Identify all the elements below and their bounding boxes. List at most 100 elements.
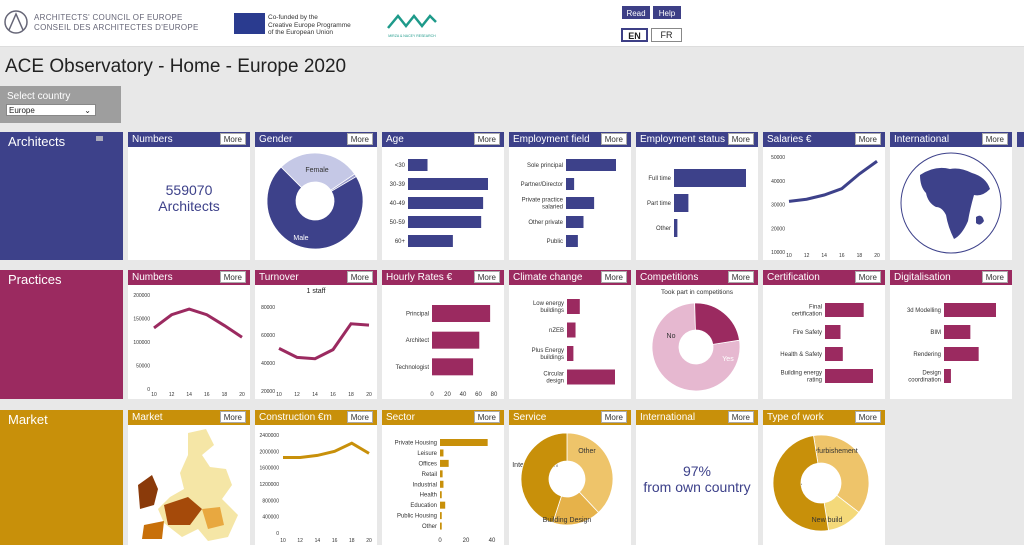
card-body: 50000 40000 30000 20000 10000 10 12 14 16 18 20 bbox=[763, 147, 885, 260]
card-header: Numbers More bbox=[128, 132, 250, 147]
x-tick: 18 bbox=[857, 253, 863, 259]
card-title: Climate change bbox=[513, 272, 583, 283]
bar bbox=[567, 299, 580, 314]
card-body: 3d Modelling BIM Rendering Design coordinati… bbox=[890, 285, 1012, 399]
series-line bbox=[278, 322, 370, 361]
y-tick: 50000 bbox=[136, 364, 150, 370]
more-button[interactable]: More bbox=[473, 411, 500, 423]
card-competitions: Competitions More No Yes Took part in compet… bbox=[636, 270, 758, 399]
card-header: Digitalisation More bbox=[890, 270, 1012, 285]
table-icon[interactable] bbox=[96, 136, 103, 141]
slice-label: New build bbox=[812, 517, 843, 524]
bar-label: Industrial bbox=[413, 482, 437, 488]
more-button[interactable]: More bbox=[346, 133, 373, 145]
chart-svg: 50000 40000 30000 20000 10000 10 12 14 16 18 20 bbox=[771, 155, 880, 259]
card-turnover: Turnover More 1 staff 80000 60000 40000 20000 1… bbox=[255, 270, 377, 399]
y-tick: 200000 bbox=[133, 293, 150, 299]
map-central-icon bbox=[164, 497, 202, 525]
card-header-overflow bbox=[1017, 132, 1024, 147]
more-button[interactable]: More bbox=[727, 271, 754, 283]
bar bbox=[674, 219, 678, 237]
card-title: Type of work bbox=[767, 412, 824, 423]
card-header: Hourly Rates € More bbox=[382, 270, 504, 285]
bar-label: Offices bbox=[418, 461, 437, 467]
bar bbox=[944, 347, 979, 361]
card-employment-field: Employment field More Sole principal Partne… bbox=[509, 132, 631, 260]
bar-label: Final bbox=[809, 305, 822, 311]
card-header: Age More bbox=[382, 132, 504, 147]
card-market: Market More bbox=[128, 410, 250, 545]
bar-label: buildings bbox=[540, 308, 564, 314]
bar-label: 40-49 bbox=[390, 201, 406, 207]
bar bbox=[408, 216, 482, 228]
lang-en-button[interactable]: EN bbox=[621, 28, 648, 42]
bar bbox=[674, 194, 689, 212]
x-tick: 12 bbox=[804, 253, 810, 259]
card-age: Age More <30 30-39 40-49 50-59 60+ bbox=[382, 132, 504, 260]
card-body bbox=[128, 425, 250, 545]
y-tick: 50000 bbox=[771, 155, 785, 161]
more-button[interactable]: More bbox=[219, 411, 246, 423]
card-title: Market bbox=[132, 412, 163, 423]
y-tick: 40000 bbox=[771, 179, 785, 185]
x-tick: 14 bbox=[186, 392, 192, 398]
more-button[interactable]: More bbox=[473, 271, 500, 283]
help-button[interactable]: Help bbox=[652, 5, 682, 20]
chart-svg: OtherInterior DesignBuilding Design bbox=[512, 432, 614, 526]
y-tick: 800000 bbox=[262, 498, 279, 504]
bar-label: Plus Energy bbox=[532, 348, 564, 354]
bar bbox=[567, 346, 574, 361]
more-button[interactable]: More bbox=[219, 271, 246, 283]
map-east-icon bbox=[202, 507, 224, 529]
more-button[interactable]: More bbox=[600, 411, 627, 423]
eu-flag-icon bbox=[234, 13, 265, 34]
country-select[interactable]: Europe ⌄ bbox=[6, 104, 96, 116]
card-title: Sector bbox=[386, 412, 415, 423]
bar-label: 50-59 bbox=[390, 220, 406, 226]
series-line bbox=[283, 441, 370, 459]
more-button[interactable]: More bbox=[727, 411, 754, 423]
bar bbox=[440, 491, 442, 499]
more-button[interactable]: More bbox=[981, 133, 1008, 145]
card-body: 97% from own country bbox=[636, 425, 758, 545]
more-button[interactable]: More bbox=[727, 133, 754, 145]
read-button[interactable]: Read bbox=[621, 5, 651, 20]
slice-label: Other bbox=[578, 448, 596, 455]
more-button[interactable]: More bbox=[981, 271, 1008, 283]
card-header: Numbers More bbox=[128, 270, 250, 285]
more-button[interactable]: More bbox=[854, 271, 881, 283]
more-button[interactable]: More bbox=[219, 133, 246, 145]
card-body: Full time Part time Other bbox=[636, 147, 758, 260]
bar bbox=[566, 178, 575, 190]
card-header: Service More bbox=[509, 410, 631, 425]
donut-slice bbox=[694, 302, 740, 345]
bar-label: certification bbox=[792, 312, 822, 318]
bar-label: Fire Safety bbox=[793, 330, 822, 336]
card-digitalisation: Digitalisation More 3d Modelling BIM Renderi… bbox=[890, 270, 1012, 399]
bar-label: Building energy bbox=[781, 371, 822, 377]
chart-svg: Full time Part time Other bbox=[647, 169, 746, 237]
more-button[interactable]: More bbox=[854, 411, 881, 423]
donut-slice bbox=[280, 152, 356, 191]
more-button[interactable]: More bbox=[854, 133, 881, 145]
more-button[interactable]: More bbox=[346, 271, 373, 283]
donut-slice bbox=[813, 434, 870, 513]
bar bbox=[440, 459, 449, 467]
more-button[interactable]: More bbox=[600, 133, 627, 145]
bar-label: Public Housing bbox=[397, 514, 437, 520]
bar-label: Design bbox=[922, 371, 941, 377]
globe-land-icon bbox=[920, 167, 990, 239]
slice-label: Yes bbox=[722, 356, 734, 363]
card-header: Construction €m More bbox=[255, 410, 377, 425]
card-body: No Yes Took part in competitions bbox=[636, 285, 758, 399]
slice-label: Building Design bbox=[543, 517, 592, 524]
card-title: Turnover bbox=[259, 272, 299, 283]
slice-label: Refurbishement bbox=[808, 448, 857, 455]
card-header: Climate change More bbox=[509, 270, 631, 285]
x-tick: 16 bbox=[332, 538, 338, 544]
more-button[interactable]: More bbox=[473, 133, 500, 145]
more-button[interactable]: More bbox=[600, 271, 627, 283]
card-construction: Construction €m More 2400000 2000000 1600000… bbox=[255, 410, 377, 545]
more-button[interactable]: More bbox=[346, 411, 373, 423]
lang-fr-button[interactable]: FR bbox=[651, 28, 682, 42]
